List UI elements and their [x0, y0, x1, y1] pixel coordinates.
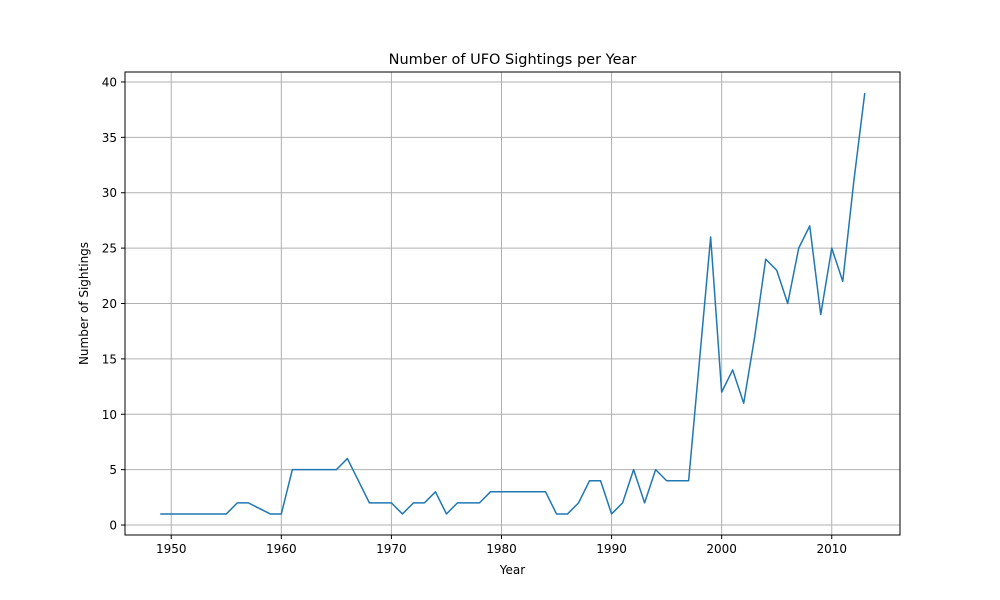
- x-tick-label: 1990: [596, 542, 627, 556]
- grid-lines: [125, 72, 900, 535]
- series-line: [160, 92, 866, 515]
- x-tick-label: 1960: [266, 542, 297, 556]
- y-tick-label: 35: [102, 131, 117, 145]
- y-tick-label: 15: [102, 352, 117, 366]
- y-axis-label: Number of Sightings: [77, 242, 91, 365]
- y-tick-label: 30: [102, 186, 117, 200]
- y-tick-label: 20: [102, 297, 117, 311]
- x-tick-label: 2000: [706, 542, 737, 556]
- y-tick-label: 0: [109, 519, 117, 533]
- y-tick-label: 40: [102, 75, 117, 89]
- y-axis-ticks: 0 5 10 15 20 25 30 35 40: [102, 75, 125, 533]
- x-tick-label: 1950: [156, 542, 187, 556]
- x-tick-label: 1980: [486, 542, 517, 556]
- y-tick-label: 5: [109, 463, 117, 477]
- x-axis-label: Year: [499, 563, 525, 577]
- y-tick-label: 10: [102, 408, 117, 422]
- x-tick-label: 1970: [376, 542, 407, 556]
- x-axis-ticks: 1950 1960 1970 1980 1990 2000 2010: [156, 535, 847, 556]
- x-tick-label: 2010: [816, 542, 847, 556]
- chart-title: Number of UFO Sightings per Year: [389, 52, 637, 68]
- y-tick-label: 25: [102, 242, 117, 256]
